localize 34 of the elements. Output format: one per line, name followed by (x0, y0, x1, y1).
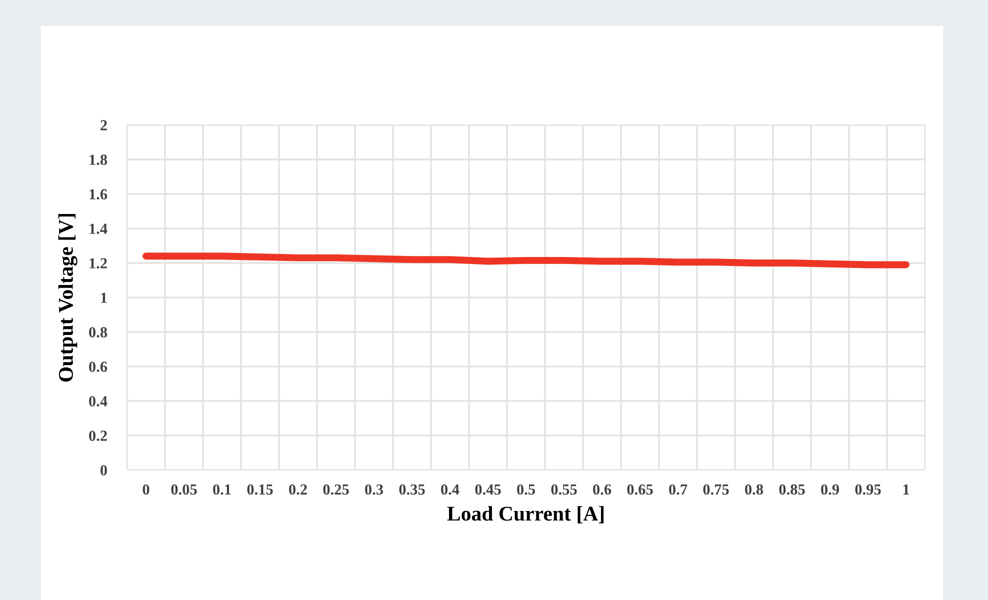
x-tick-label: 0.15 (247, 484, 273, 495)
x-tick-label: 0.5 (517, 484, 535, 495)
x-tick-label: 0.05 (171, 484, 197, 495)
x-tick-label: 0.9 (821, 484, 839, 495)
x-tick-label: 0.75 (703, 484, 729, 495)
y-tick-label: 1.2 (90, 258, 107, 269)
x-tick-label: 0.4 (441, 484, 460, 495)
x-tick-label: 0.3 (365, 484, 384, 495)
x-axis-title: Load Current [A] (447, 506, 604, 524)
y-tick-label: 0.4 (89, 396, 108, 407)
x-tick-label: 0.6 (593, 484, 612, 495)
y-tick-label: 0.2 (89, 430, 107, 442)
y-tick-label: 1 (101, 292, 107, 303)
y-axis-title: Output Voltage [V] (58, 214, 78, 382)
y-tick-label: 2 (100, 120, 107, 130)
x-tick-label: 0.95 (855, 484, 881, 495)
x-tick-label: 0.1 (213, 484, 231, 495)
y-tick-label: 1.4 (90, 224, 108, 234)
x-tick-label: 0.45 (475, 484, 501, 495)
y-tick-label: 0 (100, 465, 107, 476)
x-tick-label: 0.7 (669, 484, 688, 495)
x-tick-label: 0.85 (779, 484, 805, 495)
x-tick-label: 0.65 (627, 484, 653, 495)
x-tick-label: 0.55 (551, 484, 577, 495)
x-tick-label: 0 (142, 484, 150, 495)
x-tick-label: 1 (903, 484, 910, 494)
y-tick-label: 1.8 (90, 154, 108, 166)
x-tick-label: 0.35 (399, 484, 425, 495)
x-tick-label: 0.2 (289, 484, 307, 495)
y-tick-label: 1.6 (90, 189, 108, 200)
x-tick-label: 0.25 (323, 484, 349, 495)
x-tick-label: 0.8 (745, 484, 764, 495)
y-tick-label: 0.6 (89, 362, 108, 372)
y-tick-label: 0.8 (89, 327, 108, 338)
